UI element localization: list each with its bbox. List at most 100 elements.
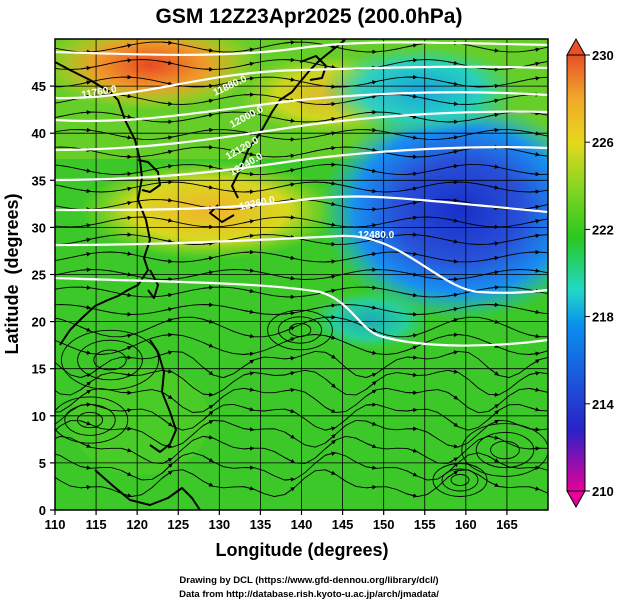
y-axis-label: Latitude (degrees) — [2, 193, 22, 354]
wind-arrow — [447, 198, 459, 203]
wind-arrow — [488, 98, 500, 104]
wind-arrow — [80, 442, 92, 448]
wind-arrow — [447, 470, 459, 478]
wind-arrow — [202, 404, 214, 413]
wind-arrow — [447, 81, 459, 86]
wind-arrow — [243, 288, 255, 294]
wind-arrow — [202, 241, 214, 246]
wind-arrow — [447, 164, 459, 169]
wind-arrow — [202, 48, 214, 53]
wind-arrow — [366, 465, 377, 470]
wind-arrow — [284, 255, 296, 261]
height-contour-4 — [55, 110, 548, 152]
streamline — [55, 41, 548, 53]
wind-arrow — [121, 93, 133, 99]
wind-arrow — [529, 387, 541, 392]
wind-arrow — [121, 447, 133, 453]
streamline — [55, 164, 548, 175]
map-title: GSM 12Z23Apr2025 (200.0hPa) — [156, 5, 463, 28]
colorbar-tick-label: 218 — [592, 310, 614, 325]
graticule-lines — [55, 39, 548, 510]
wind-arrow — [447, 60, 459, 66]
wind-arrow — [243, 333, 255, 339]
wind-arrow — [243, 171, 255, 177]
wind-arrow — [243, 406, 255, 412]
wind-arrow — [529, 407, 541, 412]
height-contour-1 — [55, 41, 548, 56]
x-tick-label: 160 — [455, 517, 477, 532]
wind-arrow — [529, 61, 541, 67]
wind-arrow — [80, 237, 92, 243]
wind-arrow — [162, 40, 173, 45]
wind-arrow — [529, 486, 541, 491]
wind-arrow — [406, 135, 418, 140]
wind-arrow — [202, 420, 214, 427]
wind-arrow — [366, 267, 377, 272]
wind-arrow — [284, 387, 296, 393]
wind-arrow — [121, 355, 133, 360]
wind-arrow — [325, 274, 337, 279]
x-tick-label: 140 — [291, 517, 313, 532]
swirl-streamline — [490, 440, 520, 460]
streamline — [55, 369, 548, 396]
wind-arrow — [284, 215, 296, 220]
wind-arrow — [529, 309, 541, 315]
wind-arrow — [529, 371, 541, 376]
wind-arrow — [488, 270, 500, 275]
wind-arrow — [202, 435, 214, 440]
wind-arrow — [243, 359, 255, 367]
wind-arrow — [406, 251, 418, 257]
wind-arrow — [121, 186, 133, 192]
wind-arrow — [80, 65, 92, 71]
streamline — [55, 469, 548, 498]
wind-arrow — [162, 332, 173, 338]
height-contour-2 — [55, 65, 548, 100]
streamline — [55, 334, 548, 355]
wind-arrow — [447, 350, 459, 355]
wind-arrow — [406, 355, 418, 360]
warm-core-north — [55, 39, 260, 110]
streamline — [55, 76, 548, 88]
streamline — [55, 403, 548, 431]
wind-arrow — [325, 378, 336, 389]
wind-arrow — [121, 171, 133, 177]
wind-arrow — [488, 285, 500, 290]
x-axis-label: Longitude (degrees) — [215, 540, 388, 560]
height-contour-5 — [55, 146, 548, 182]
wind-arrow — [80, 420, 92, 426]
wind-arrow — [447, 307, 459, 312]
coastline-taiwan — [147, 269, 159, 299]
wind-arrow — [529, 152, 541, 157]
wind-arrow — [80, 465, 92, 470]
wind-arrow — [284, 182, 296, 187]
wind-arrow — [488, 127, 500, 133]
swirl-streamline — [432, 463, 488, 497]
streamline — [55, 251, 548, 263]
wind-arrow — [80, 267, 92, 273]
wind-arrow — [366, 442, 377, 449]
wind-arrow — [284, 477, 296, 482]
wind-arrow — [529, 333, 541, 339]
wind-arrow — [202, 318, 214, 324]
wind-arrow — [406, 200, 418, 206]
wind-arrow — [447, 239, 459, 244]
wind-arrow — [243, 351, 255, 357]
wind-arrow — [325, 259, 337, 264]
streamline — [55, 216, 548, 228]
wind-arrow — [488, 404, 500, 412]
wind-arrow — [284, 275, 296, 281]
wind-arrow — [325, 351, 336, 359]
wind-arrow — [284, 40, 296, 45]
wind-arrow — [80, 285, 92, 290]
wind-arrow — [162, 350, 173, 356]
x-tick-label: 155 — [414, 517, 436, 532]
wind-arrow — [162, 60, 173, 65]
wind-arrow — [121, 312, 133, 317]
wind-arrow — [202, 98, 214, 104]
y-tick-label: 45 — [32, 79, 46, 94]
y-tick-label: 10 — [32, 409, 46, 424]
wind-arrow — [406, 407, 418, 413]
wind-arrow — [529, 359, 540, 367]
streamline — [55, 387, 548, 414]
x-tick-label: 150 — [373, 517, 395, 532]
